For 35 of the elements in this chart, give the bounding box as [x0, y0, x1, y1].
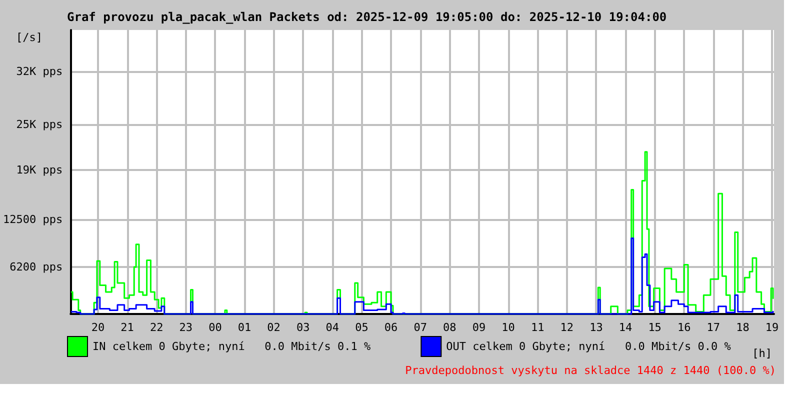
x-tick-label: 16 — [677, 321, 691, 334]
x-axis-title: [h] — [752, 347, 772, 360]
y-axis-title: [/s] — [16, 31, 42, 44]
text: Pravdepodobnost vyskytu na skladce 1440 z 1440 (100.0 %) — [405, 364, 776, 377]
legend-label: IN celkem 0 Gbyte; nyní 0.0 Mbit/s 0.1 % — [92, 340, 372, 353]
y-tick-label: 6200 pps — [10, 260, 63, 274]
x-tick-label: 12 — [560, 321, 574, 334]
x-tick-label: 07 — [414, 321, 427, 334]
y-tick-label: 25K pps — [16, 118, 63, 132]
x-tick-label: 19 — [765, 321, 779, 334]
x-tick-label: 06 — [384, 321, 398, 334]
x-tick-label: 13 — [590, 321, 603, 334]
legend-label: OUT celkem 0 Gbyte; nyní 0.0 Mbit/s 0.0 % — [446, 340, 732, 353]
x-tick-label: 22 — [150, 321, 164, 334]
x-tick-label: 17 — [706, 321, 720, 334]
y-tick-label: 19K pps — [16, 164, 63, 177]
x-tick-label: 02 — [267, 321, 280, 334]
y-tick-label: 12500 pps — [2, 212, 63, 226]
y-tick-label: 32K pps — [16, 65, 63, 78]
x-tick-label: 05 — [355, 321, 368, 334]
x-tick-label: 08 — [443, 321, 456, 334]
x-tick-label: 09 — [472, 321, 486, 334]
x-tick-label: 18 — [736, 321, 750, 334]
x-tick-label: 20 — [91, 321, 105, 334]
x-tick-label: 10 — [502, 321, 515, 334]
x-tick-label: 01 — [238, 321, 252, 334]
chart-title: Graf provozu pla_pacak_wlan Packets od: 2025-12-09 19:05:00 do: 2025-12-10 19:04:00 — [67, 10, 667, 24]
x-tick-label: 21 — [120, 321, 134, 334]
x-tick-label: 23 — [179, 321, 193, 334]
x-tick-label: 00 — [208, 321, 222, 334]
x-tick-label: 03 — [296, 321, 310, 334]
x-tick-label: 15 — [648, 321, 662, 334]
x-tick-label: 11 — [530, 321, 544, 334]
x-tick-label: 14 — [618, 321, 633, 334]
x-tick-label: 04 — [326, 321, 340, 334]
